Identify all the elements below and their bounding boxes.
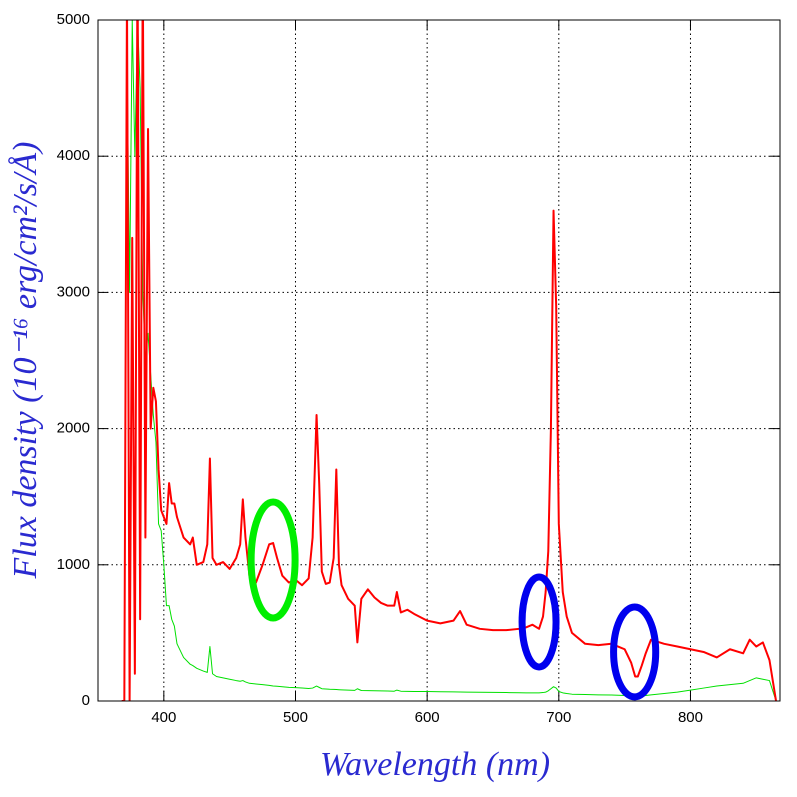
y-tick-label: 5000 (57, 11, 90, 28)
y-tick-label: 0 (82, 692, 90, 709)
y-tick-label: 4000 (57, 147, 90, 164)
y-axis-label: Flux density (10⁻¹⁶ erg/cm²/s/Å) (7, 142, 44, 580)
x-tick-label: 700 (546, 709, 571, 726)
x-axis-label: Wavelength (nm) (320, 746, 550, 783)
x-tick-label: 400 (151, 709, 176, 726)
highlight-ellipse (518, 573, 560, 671)
highlight-ellipse (610, 603, 660, 701)
x-tick-label: 600 (415, 709, 440, 726)
plot-frame (97, 19, 781, 702)
highlight-ellipse (247, 498, 299, 622)
x-tick-label: 800 (678, 709, 703, 726)
spectrum-line (121, 20, 777, 701)
y-tick-label: 2000 (57, 420, 90, 437)
labels: 0 1000 2000 3000 4000 5000 400 500 600 700 800 (57, 11, 703, 726)
y-tick-label: 1000 (57, 556, 90, 573)
x-tick-label: 500 (283, 709, 308, 726)
y-tick-label: 3000 (57, 283, 90, 300)
